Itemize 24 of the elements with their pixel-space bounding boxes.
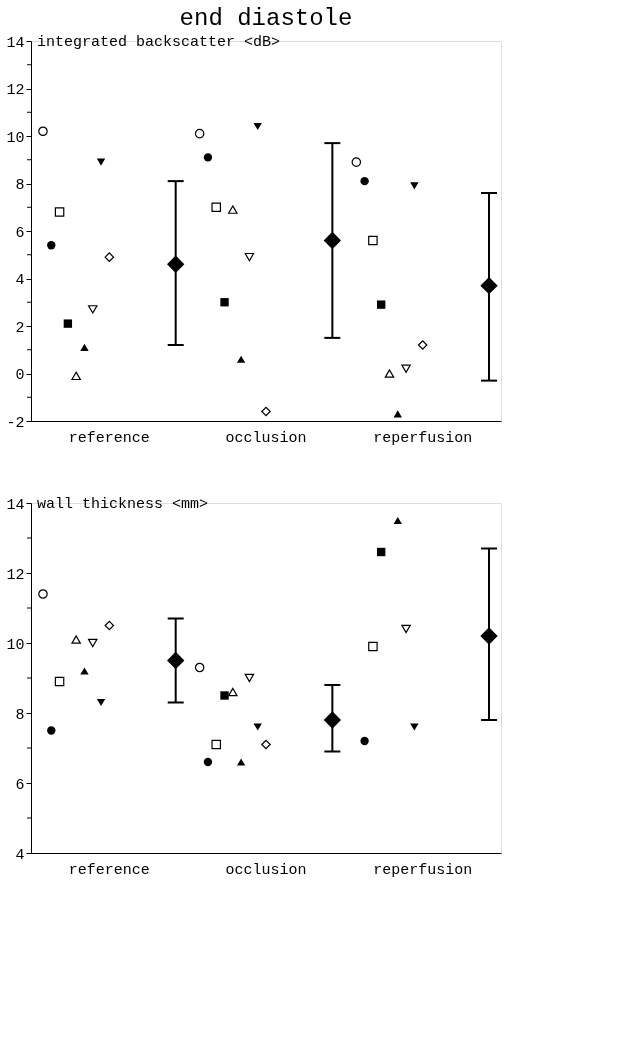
y-tick-label: 8 — [15, 177, 25, 194]
y-tick-label: 6 — [15, 776, 25, 794]
y-tick-label: 8 — [15, 706, 25, 724]
x-tick-label: reperfusion — [373, 861, 473, 879]
x-tick-label: reference — [68, 429, 150, 447]
y-tick-label: 12 — [6, 82, 25, 99]
x-tick-label: occlusion — [225, 861, 307, 879]
y-tick-label: 10 — [6, 636, 25, 654]
x-tick-label: reperfusion — [373, 429, 473, 447]
chart-title: end diastole — [179, 5, 353, 32]
y-tick-label: 4 — [15, 846, 25, 864]
x-tick-label: occlusion — [225, 429, 307, 447]
y-tick-label: 0 — [15, 367, 25, 384]
y-tick-label: 14 — [6, 34, 25, 52]
y-tick-label: 12 — [6, 566, 25, 584]
y-tick-label: 14 — [6, 496, 25, 514]
y-tick-label: 4 — [15, 272, 25, 289]
y-tick-label: 10 — [6, 129, 25, 147]
y-tick-label: 6 — [15, 224, 25, 242]
x-tick-label: reference — [68, 861, 150, 879]
y-tick-label: 2 — [15, 319, 25, 337]
y-axis-title: wall thickness <mm> — [37, 496, 209, 513]
y-tick-label: -2 — [6, 414, 25, 432]
y-axis-title: integrated backscatter <dB> — [37, 34, 281, 51]
